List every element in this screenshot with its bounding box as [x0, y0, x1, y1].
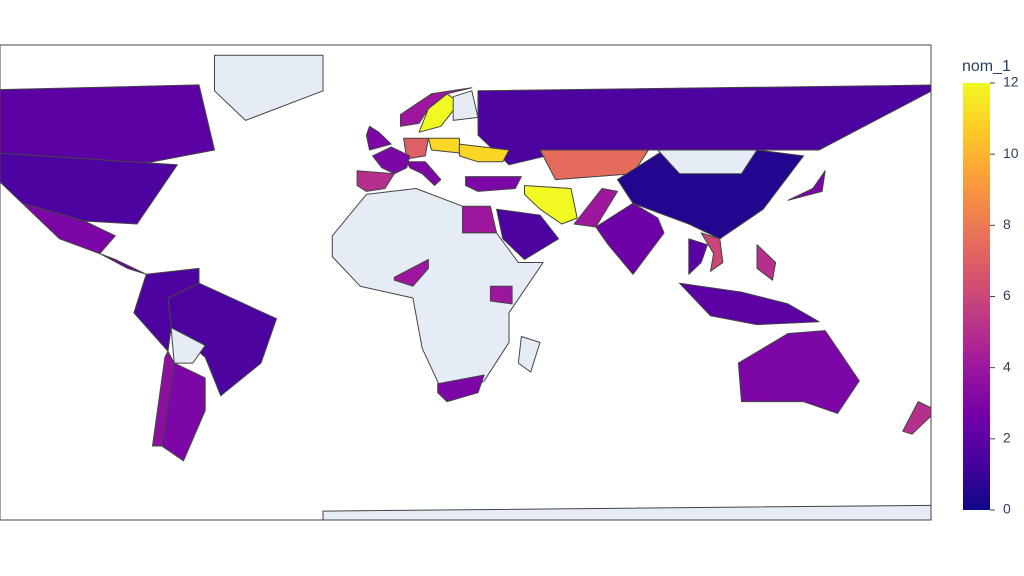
country: [0, 152, 178, 225]
country: [0, 84, 215, 166]
colorbar-tick-label: 0: [1003, 501, 1011, 517]
country: [437, 374, 485, 403]
country: [657, 149, 758, 175]
country: [595, 202, 665, 275]
country: [465, 176, 522, 192]
country: [170, 327, 206, 364]
country: [458, 143, 510, 163]
country: [133, 267, 200, 352]
country: [573, 188, 618, 228]
country: [679, 282, 820, 326]
country: [322, 504, 931, 520]
country: [688, 238, 708, 275]
country: [737, 330, 860, 414]
country: [524, 185, 578, 225]
colorbar-tick-label: 8: [1003, 216, 1011, 232]
country: [496, 208, 560, 260]
country: [787, 170, 826, 201]
colorbar-tick-label: 12: [1003, 74, 1019, 90]
colorbar: [963, 83, 990, 510]
country: [372, 146, 411, 175]
colorbar-tick-label: 10: [1003, 145, 1019, 161]
country: [406, 161, 442, 186]
country: [393, 259, 429, 287]
colorbar-title: nom_1: [962, 58, 1011, 75]
country: [427, 137, 460, 154]
country: [21, 202, 116, 255]
map-frame: [0, 44, 932, 521]
country: [517, 336, 541, 373]
country: [403, 137, 429, 160]
colorbar-tick-label: 6: [1003, 287, 1011, 303]
country: [400, 87, 473, 127]
country: [462, 205, 498, 234]
country: [902, 401, 931, 435]
country: [756, 244, 777, 281]
country: [365, 125, 392, 151]
country: [700, 232, 724, 272]
country: [99, 253, 147, 275]
colorbar-tick-label: 2: [1003, 430, 1011, 446]
colorbar-tick-label: 4: [1003, 358, 1011, 374]
country: [489, 285, 513, 305]
country: [152, 350, 175, 447]
country: [214, 54, 324, 121]
country: [331, 188, 544, 403]
country: [452, 90, 479, 121]
map: [0, 54, 931, 520]
country: [356, 170, 395, 192]
